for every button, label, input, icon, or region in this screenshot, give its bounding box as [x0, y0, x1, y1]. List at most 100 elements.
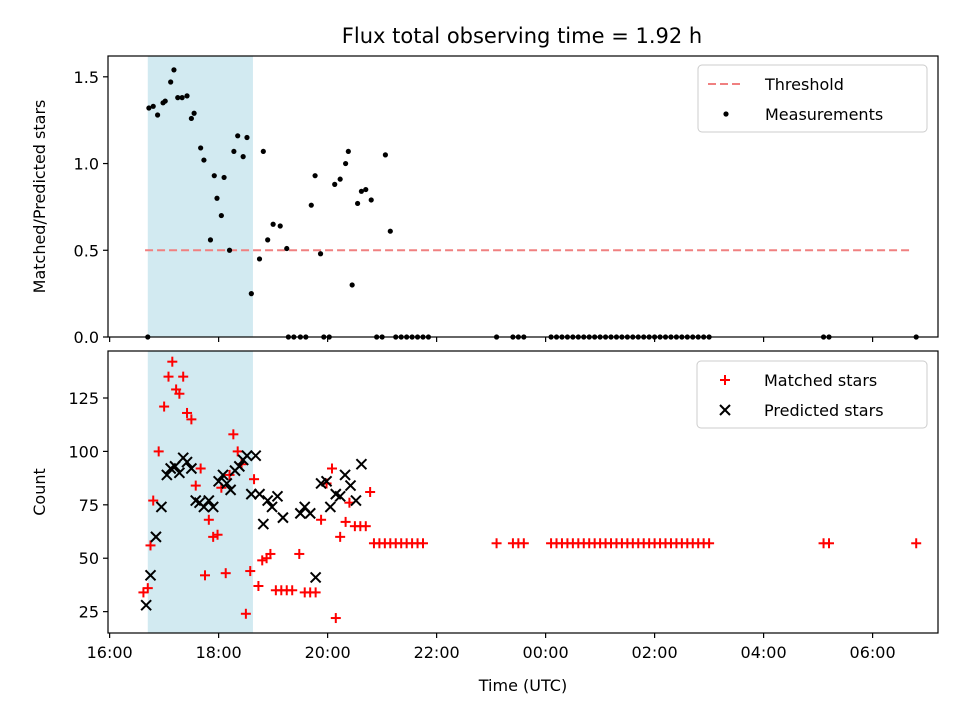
- data-point: [228, 429, 239, 440]
- data-point: [265, 548, 276, 559]
- data-point: [249, 449, 262, 462]
- data-point: [185, 462, 198, 475]
- legend: Threshold Measurements: [697, 64, 928, 133]
- y-tick-label: 25: [79, 603, 99, 622]
- data-point: [518, 538, 529, 549]
- x-b: [212, 475, 225, 488]
- data-point: [186, 414, 197, 425]
- data-point: [200, 570, 211, 581]
- data-point: [417, 538, 428, 549]
- data-point: [214, 195, 220, 201]
- x-b: [257, 518, 270, 530]
- data-point: [212, 529, 223, 540]
- data-point: [198, 145, 204, 151]
- x-b: [161, 469, 173, 481]
- x-b: [344, 479, 357, 492]
- data-point: [231, 148, 237, 155]
- x-b: [245, 488, 258, 500]
- data-point: [363, 186, 369, 193]
- legend-x-swatch: [719, 404, 731, 416]
- observing-window-shade: [147, 351, 253, 633]
- data-point: [245, 488, 258, 500]
- x-b: [334, 490, 346, 502]
- data-point: [154, 112, 161, 118]
- data-point: [145, 540, 156, 551]
- x-b: [181, 456, 193, 468]
- count-panel: 25 50 75 100 125 16:00 18:00 20:00 22:00 00:00 02:…: [30, 350, 939, 695]
- x-b: [203, 494, 215, 507]
- data-point: [270, 221, 276, 227]
- data-point: [287, 585, 298, 596]
- observing-window-shade: [147, 56, 253, 337]
- data-point: [335, 531, 346, 542]
- data-point: [182, 407, 193, 418]
- x-b: [198, 501, 210, 513]
- data-point: [334, 490, 346, 502]
- data-point: [150, 103, 156, 109]
- data-point: [153, 446, 164, 457]
- data-point: [332, 181, 338, 187]
- y-tick-label: 100: [68, 442, 99, 461]
- x-b: [217, 469, 229, 481]
- data-point: [343, 160, 349, 167]
- series-predicted-stars: [140, 449, 368, 611]
- data-point: [310, 587, 321, 598]
- axes-frame: [107, 55, 939, 338]
- x-tick-label: 20:00: [305, 643, 351, 662]
- data-point: [349, 282, 355, 288]
- x-b: [169, 460, 181, 473]
- data-point: [224, 484, 237, 496]
- data-point: [190, 480, 201, 491]
- x-b: [253, 488, 266, 500]
- x-b: [271, 490, 284, 502]
- data-point: [344, 479, 357, 492]
- x-b: [309, 571, 322, 584]
- data-point: [284, 245, 290, 252]
- x-b: [241, 449, 253, 462]
- data-point: [350, 494, 362, 507]
- data-point: [171, 67, 177, 73]
- x-b: [249, 449, 262, 462]
- data-point: [150, 531, 162, 543]
- y-tick-label: 0.5: [74, 241, 99, 260]
- data-point: [324, 501, 337, 513]
- data-point: [345, 148, 351, 155]
- x-b: [221, 477, 233, 490]
- data-point: [169, 460, 181, 473]
- data-point: [339, 469, 351, 481]
- x-b: [144, 569, 157, 582]
- data-point: [354, 200, 361, 207]
- data-point: [198, 501, 210, 513]
- data-point: [257, 518, 270, 530]
- data-point: [148, 495, 159, 506]
- data-point: [244, 134, 250, 141]
- data-point: [253, 488, 266, 500]
- x-b: [355, 458, 368, 470]
- data-point: [168, 79, 174, 85]
- data-point: [382, 152, 388, 158]
- x-axis-label: Time (UTC): [478, 676, 567, 695]
- data-point: [308, 202, 314, 208]
- x-b: [233, 460, 246, 473]
- data-point: [167, 356, 178, 367]
- x-b: [320, 475, 333, 488]
- data-point: [277, 223, 283, 229]
- data-point: [911, 538, 922, 549]
- data-point: [201, 157, 207, 163]
- x-b: [207, 501, 219, 513]
- data-point: [195, 463, 206, 474]
- legend-dot-swatch: [723, 111, 729, 117]
- data-point: [294, 507, 307, 520]
- data-point: [155, 501, 168, 513]
- x-tick-label: 22:00: [414, 643, 460, 662]
- data-point: [226, 247, 233, 253]
- data-point: [358, 188, 365, 194]
- data-point: [159, 401, 170, 412]
- x-b: [330, 488, 342, 500]
- data-point: [256, 256, 263, 262]
- data-point: [235, 133, 241, 139]
- data-point: [220, 568, 231, 579]
- x-tick-label: 04:00: [741, 643, 787, 662]
- x-tick-label: 00:00: [523, 643, 569, 662]
